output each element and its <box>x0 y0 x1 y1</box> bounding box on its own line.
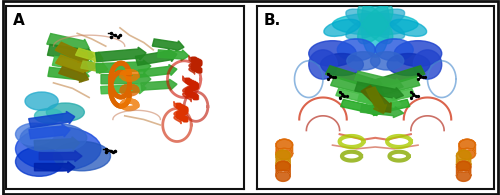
FancyArrow shape <box>56 55 88 74</box>
FancyArrow shape <box>152 39 184 51</box>
Ellipse shape <box>20 123 87 152</box>
FancyArrow shape <box>29 124 70 139</box>
Ellipse shape <box>309 41 356 66</box>
Ellipse shape <box>413 50 442 79</box>
FancyArrow shape <box>48 67 89 82</box>
FancyArrow shape <box>366 66 425 91</box>
FancyArrow shape <box>96 60 151 73</box>
FancyArrow shape <box>355 82 404 100</box>
Ellipse shape <box>358 5 393 44</box>
Ellipse shape <box>358 5 393 44</box>
FancyArrow shape <box>136 49 177 65</box>
FancyArrow shape <box>58 67 88 82</box>
Ellipse shape <box>16 123 54 145</box>
FancyArrow shape <box>366 89 414 106</box>
FancyArrow shape <box>39 151 82 162</box>
Ellipse shape <box>361 0 390 57</box>
FancyArrow shape <box>34 137 80 150</box>
FancyArrow shape <box>330 77 384 98</box>
Ellipse shape <box>346 9 405 39</box>
FancyArrow shape <box>361 85 391 112</box>
FancyArrow shape <box>358 94 401 108</box>
Ellipse shape <box>320 53 364 75</box>
FancyArrow shape <box>52 56 96 73</box>
Ellipse shape <box>346 9 405 39</box>
Ellipse shape <box>324 19 360 36</box>
FancyArrow shape <box>360 105 404 118</box>
FancyArrow shape <box>47 34 89 53</box>
FancyArrow shape <box>81 61 108 74</box>
Ellipse shape <box>370 52 404 70</box>
FancyArrow shape <box>340 99 384 116</box>
FancyArrow shape <box>336 89 384 106</box>
Ellipse shape <box>25 92 58 110</box>
FancyArrow shape <box>55 42 88 63</box>
FancyArrow shape <box>34 162 75 173</box>
FancyArrow shape <box>76 48 103 62</box>
FancyArrow shape <box>366 87 386 113</box>
Ellipse shape <box>16 147 63 176</box>
Ellipse shape <box>309 50 337 79</box>
FancyArrow shape <box>100 83 146 94</box>
FancyArrow shape <box>96 47 146 62</box>
FancyArrow shape <box>354 71 404 91</box>
FancyArrow shape <box>141 79 177 90</box>
FancyArrow shape <box>326 66 384 91</box>
FancyArrow shape <box>48 44 94 63</box>
Ellipse shape <box>16 127 101 171</box>
FancyArrow shape <box>366 99 410 116</box>
Ellipse shape <box>54 142 110 171</box>
FancyArrow shape <box>158 50 189 61</box>
Text: B.: B. <box>264 13 281 28</box>
Ellipse shape <box>34 108 63 123</box>
Text: A: A <box>13 13 25 28</box>
FancyArrow shape <box>101 73 151 86</box>
FancyArrow shape <box>138 65 177 77</box>
Ellipse shape <box>394 41 442 66</box>
Ellipse shape <box>337 39 375 61</box>
Ellipse shape <box>375 39 413 61</box>
Ellipse shape <box>347 52 380 70</box>
FancyArrow shape <box>366 77 420 98</box>
Ellipse shape <box>46 103 84 121</box>
Ellipse shape <box>387 53 430 75</box>
FancyArrow shape <box>28 111 75 128</box>
Ellipse shape <box>390 19 426 36</box>
Ellipse shape <box>332 13 418 35</box>
